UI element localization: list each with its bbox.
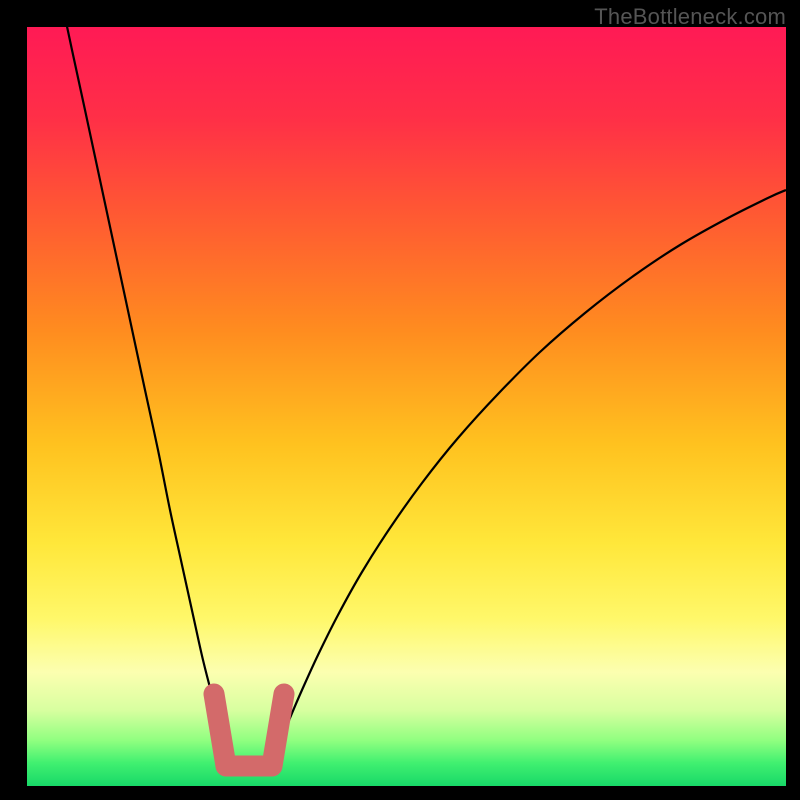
chart-root: TheBottleneck.com — [0, 0, 800, 800]
watermark-text: TheBottleneck.com — [594, 4, 786, 30]
chart-svg — [0, 0, 800, 800]
plot-area — [27, 27, 786, 786]
